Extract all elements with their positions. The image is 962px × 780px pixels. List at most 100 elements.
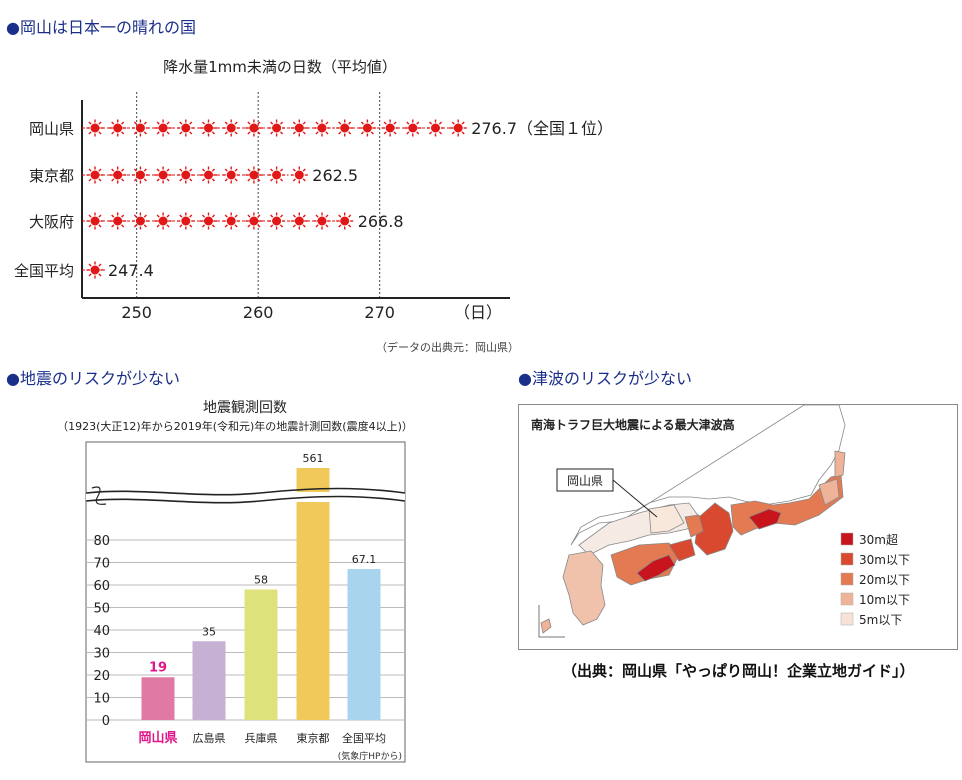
x-tick-labels: 250 260 270 <box>121 303 395 322</box>
bar-rect <box>347 569 381 720</box>
sun-icon <box>268 166 286 184</box>
sun-icon <box>290 166 308 184</box>
sunny-chart-source: （データの出典元：岡山県） <box>376 341 519 354</box>
break-line-lower <box>85 495 406 504</box>
shikoku-east <box>668 538 696 562</box>
tsunami-map-panel: 南海トラフ巨大地震による最大津波高 岡山県 30m超 30m以下 20m以下 10m以… <box>518 404 958 650</box>
category-label: 兵庫県 <box>245 731 278 745</box>
sun-icon <box>109 166 127 184</box>
category-label: 東京都 <box>297 731 330 745</box>
honshu-north <box>570 404 846 546</box>
break-tick-left <box>91 486 107 505</box>
break-line-upper <box>85 487 406 496</box>
sun-icon <box>336 212 354 230</box>
legend-item: 30m以下 <box>840 552 910 567</box>
category-label: 全国平均 <box>342 731 386 745</box>
sun-icon <box>131 119 149 137</box>
y-tick-60: 60 <box>93 579 110 594</box>
legend-label: 30m以下 <box>859 553 910 567</box>
sun-icon <box>404 119 422 137</box>
map-credit: （出典：岡山県「やっぱり岡山！企業立地ガイド」） <box>562 662 915 680</box>
kyushu <box>562 550 606 626</box>
sun-icon <box>131 166 149 184</box>
sun-icon <box>109 212 127 230</box>
y-tick-labels: 0 10 20 30 40 50 60 70 80 <box>93 534 110 729</box>
sun-icon <box>154 119 172 137</box>
map-legend: 30m超 30m以下 20m以下 10m以下 5m以下 <box>840 532 910 627</box>
sun-icon <box>381 119 399 137</box>
category-label: 東京都 <box>29 167 74 185</box>
sun-icon <box>313 212 331 230</box>
x-tick-260: 260 <box>243 303 274 322</box>
value-label: 561 <box>303 452 324 465</box>
axis-break-marks <box>85 486 406 505</box>
category-label: 大阪府 <box>29 213 74 231</box>
x-unit-label: （日） <box>454 303 502 322</box>
sun-icon <box>154 212 172 230</box>
sun-icon <box>86 166 104 184</box>
sun-icon <box>336 119 354 137</box>
legend-label: 30m超 <box>859 532 898 547</box>
sun-icon <box>449 119 467 137</box>
x-category-labels: 岡山県 広島県 兵庫県 東京都 全国平均 <box>138 730 386 746</box>
sun-icon <box>245 212 263 230</box>
section-heading-quake: ●地震のリスクが少ない <box>6 369 180 388</box>
sun-icon <box>109 119 127 137</box>
legend-swatch <box>840 592 854 606</box>
sun-icon <box>200 119 217 137</box>
row-0: 岡山県 276.7（全国１位） <box>29 119 613 138</box>
bar-0: 19 <box>141 660 175 720</box>
y-tick-50: 50 <box>93 602 110 617</box>
y-tick-10: 10 <box>93 692 110 707</box>
shizuoka-max <box>748 508 782 530</box>
boso <box>818 478 840 506</box>
sunny-days-chart: 降水量1mm未満の日数（平均値） 岡山県 276.7（全国１位） 東京都 262.5 大… <box>14 58 613 322</box>
sun-icon <box>200 212 217 230</box>
callout-leader <box>612 479 658 518</box>
chart-subtitle: （1923(大正12)年から2019年(令和元)年の地震計測回数(震度4以上)） <box>57 419 413 433</box>
callout-label: 岡山県 <box>567 474 603 488</box>
row-2: 大阪府 266.8 <box>29 212 404 231</box>
sun-icon <box>86 119 104 137</box>
category-label: 全国平均 <box>14 262 74 280</box>
legend-item: 30m超 <box>840 532 898 547</box>
category-label: 岡山県 <box>29 120 74 138</box>
shikoku <box>610 542 680 586</box>
sun-icon <box>131 212 149 230</box>
sun-icon <box>427 119 444 137</box>
bar-rect <box>141 677 175 720</box>
quake-chart-source: (気象庁HPから) <box>338 750 402 762</box>
y-tick-70: 70 <box>93 557 110 572</box>
sun-icon <box>268 119 286 137</box>
value-label: 266.8 <box>358 212 404 231</box>
legend-swatch <box>840 612 854 626</box>
map-land <box>540 404 846 634</box>
sun-icon <box>222 212 240 230</box>
legend-item: 20m以下 <box>840 572 910 587</box>
okayama-region <box>648 504 685 534</box>
sun-icon <box>245 119 263 137</box>
value-label: 247.4 <box>108 261 154 280</box>
tsunami-map: 南海トラフ巨大地震による最大津波高 岡山県 30m超 30m以下 20m以下 10m以… <box>531 404 910 638</box>
sun-icon <box>86 261 104 279</box>
y-tick-0: 0 <box>102 714 110 729</box>
y-tick-80: 80 <box>93 534 110 549</box>
section-heading-sunny: ●岡山は日本一の晴れの国 <box>6 18 196 37</box>
earthquake-chart: 地震観測回数 （1923(大正12)年から2019年(令和元)年の地震計測回数(… <box>57 399 413 763</box>
sun-icon <box>200 166 217 184</box>
legend-label: 5m以下 <box>859 613 902 627</box>
bar-rect <box>244 589 278 720</box>
row-3: 全国平均 247.4 <box>14 261 154 280</box>
break-gap <box>86 492 405 502</box>
legend-swatch <box>840 572 854 586</box>
bar-4: 67.1 <box>347 553 381 720</box>
sun-icon <box>290 212 308 230</box>
sun-icon <box>154 166 172 184</box>
chart-bars: 19 35 58 561 67.1 <box>141 452 381 720</box>
row-1: 東京都 262.5 <box>29 166 358 185</box>
legend-label: 10m以下 <box>859 593 910 607</box>
bar-2: 58 <box>244 574 278 720</box>
sun-icon <box>245 166 263 184</box>
sun-icon <box>358 119 376 137</box>
sun-icon <box>177 119 195 137</box>
